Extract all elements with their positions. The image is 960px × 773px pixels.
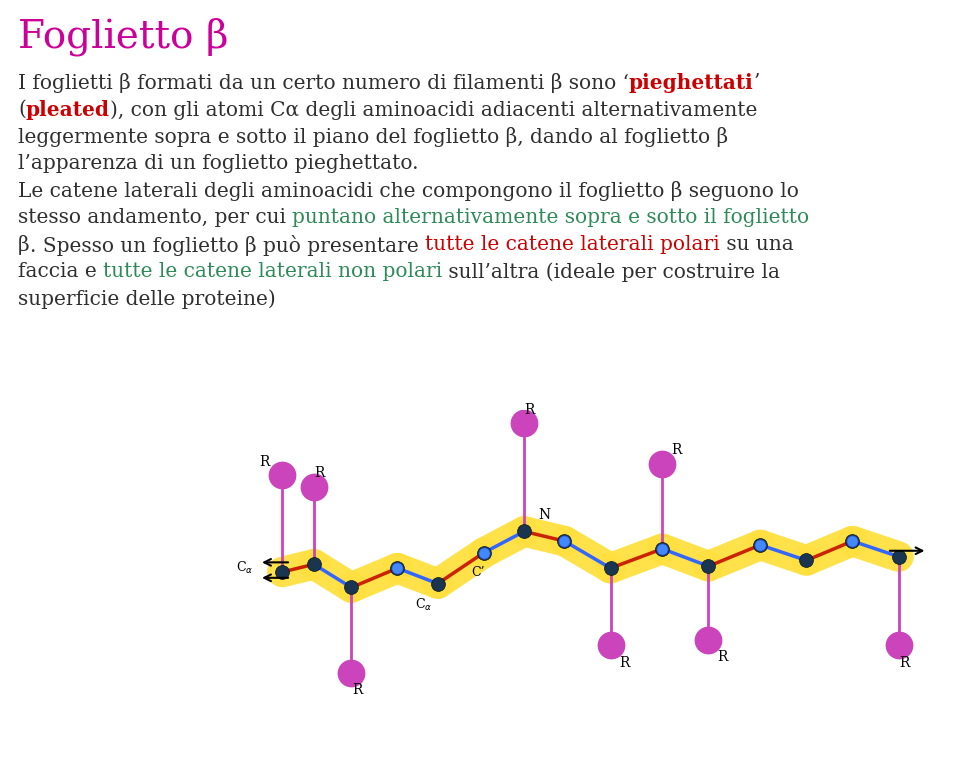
Text: C$_\alpha$: C$_\alpha$ — [236, 560, 253, 576]
Text: faccia e: faccia e — [18, 262, 103, 281]
Text: sull’altra (ideale per costruire la: sull’altra (ideale per costruire la — [443, 262, 780, 281]
Text: tutte le catene laterali polari: tutte le catene laterali polari — [424, 235, 719, 254]
Text: R: R — [900, 656, 909, 670]
Text: R: R — [525, 403, 535, 417]
Text: pieghettati: pieghettati — [629, 73, 754, 93]
Text: (: ( — [18, 100, 26, 119]
Text: C’: C’ — [471, 566, 485, 579]
Text: R: R — [620, 656, 630, 670]
Text: β: β — [18, 235, 30, 255]
Text: l’apparenza di un foglietto pieghettato.: l’apparenza di un foglietto pieghettato. — [18, 154, 419, 173]
Text: Foglietto β: Foglietto β — [18, 18, 228, 56]
Text: tutte le catene laterali non polari: tutte le catene laterali non polari — [103, 262, 443, 281]
Text: Le catene laterali degli aminoacidi che compongono il foglietto β seguono lo: Le catene laterali degli aminoacidi che … — [18, 181, 799, 201]
Text: R: R — [718, 650, 728, 664]
Text: R: R — [315, 466, 324, 481]
Text: leggermente sopra e sotto il piano del foglietto β, dando al foglietto β: leggermente sopra e sotto il piano del f… — [18, 127, 728, 147]
Text: R: R — [352, 683, 362, 697]
Text: puntano alternativamente sopra e sotto il foglietto: puntano alternativamente sopra e sotto i… — [293, 208, 809, 227]
Text: R: R — [672, 443, 682, 458]
Text: ), con gli atomi Cα degli aminoacidi adiacenti alternativamente: ), con gli atomi Cα degli aminoacidi adi… — [109, 100, 757, 120]
Text: superficie delle proteine): superficie delle proteine) — [18, 289, 276, 308]
Text: . Spesso un foglietto β può presentare: . Spesso un foglietto β può presentare — [30, 235, 424, 256]
Text: N: N — [539, 508, 551, 522]
Text: C$_\alpha$: C$_\alpha$ — [415, 597, 432, 613]
Text: ’: ’ — [754, 73, 760, 92]
Text: pleated: pleated — [26, 100, 109, 120]
Text: stesso andamento, per cui: stesso andamento, per cui — [18, 208, 293, 227]
Text: su una: su una — [719, 235, 793, 254]
Text: R: R — [260, 455, 270, 469]
Text: I foglietti β formati da un certo numero di filamenti β sono ‘: I foglietti β formati da un certo numero… — [18, 73, 629, 93]
